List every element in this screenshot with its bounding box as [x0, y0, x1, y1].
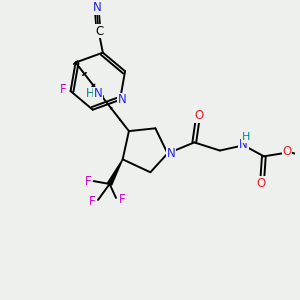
Text: O: O	[282, 146, 292, 158]
Text: H: H	[242, 132, 250, 142]
Text: N: N	[94, 87, 102, 101]
Text: F: F	[118, 193, 125, 206]
Text: F: F	[89, 195, 95, 208]
Text: F: F	[60, 83, 67, 96]
Text: N: N	[93, 1, 102, 14]
Text: C: C	[95, 25, 103, 38]
Text: O: O	[256, 177, 266, 190]
Text: N: N	[167, 147, 176, 160]
Text: N: N	[239, 138, 248, 151]
Text: H: H	[86, 87, 94, 101]
Polygon shape	[108, 159, 123, 185]
Text: O: O	[194, 109, 203, 122]
Text: F: F	[85, 175, 91, 188]
Text: N: N	[118, 93, 127, 106]
